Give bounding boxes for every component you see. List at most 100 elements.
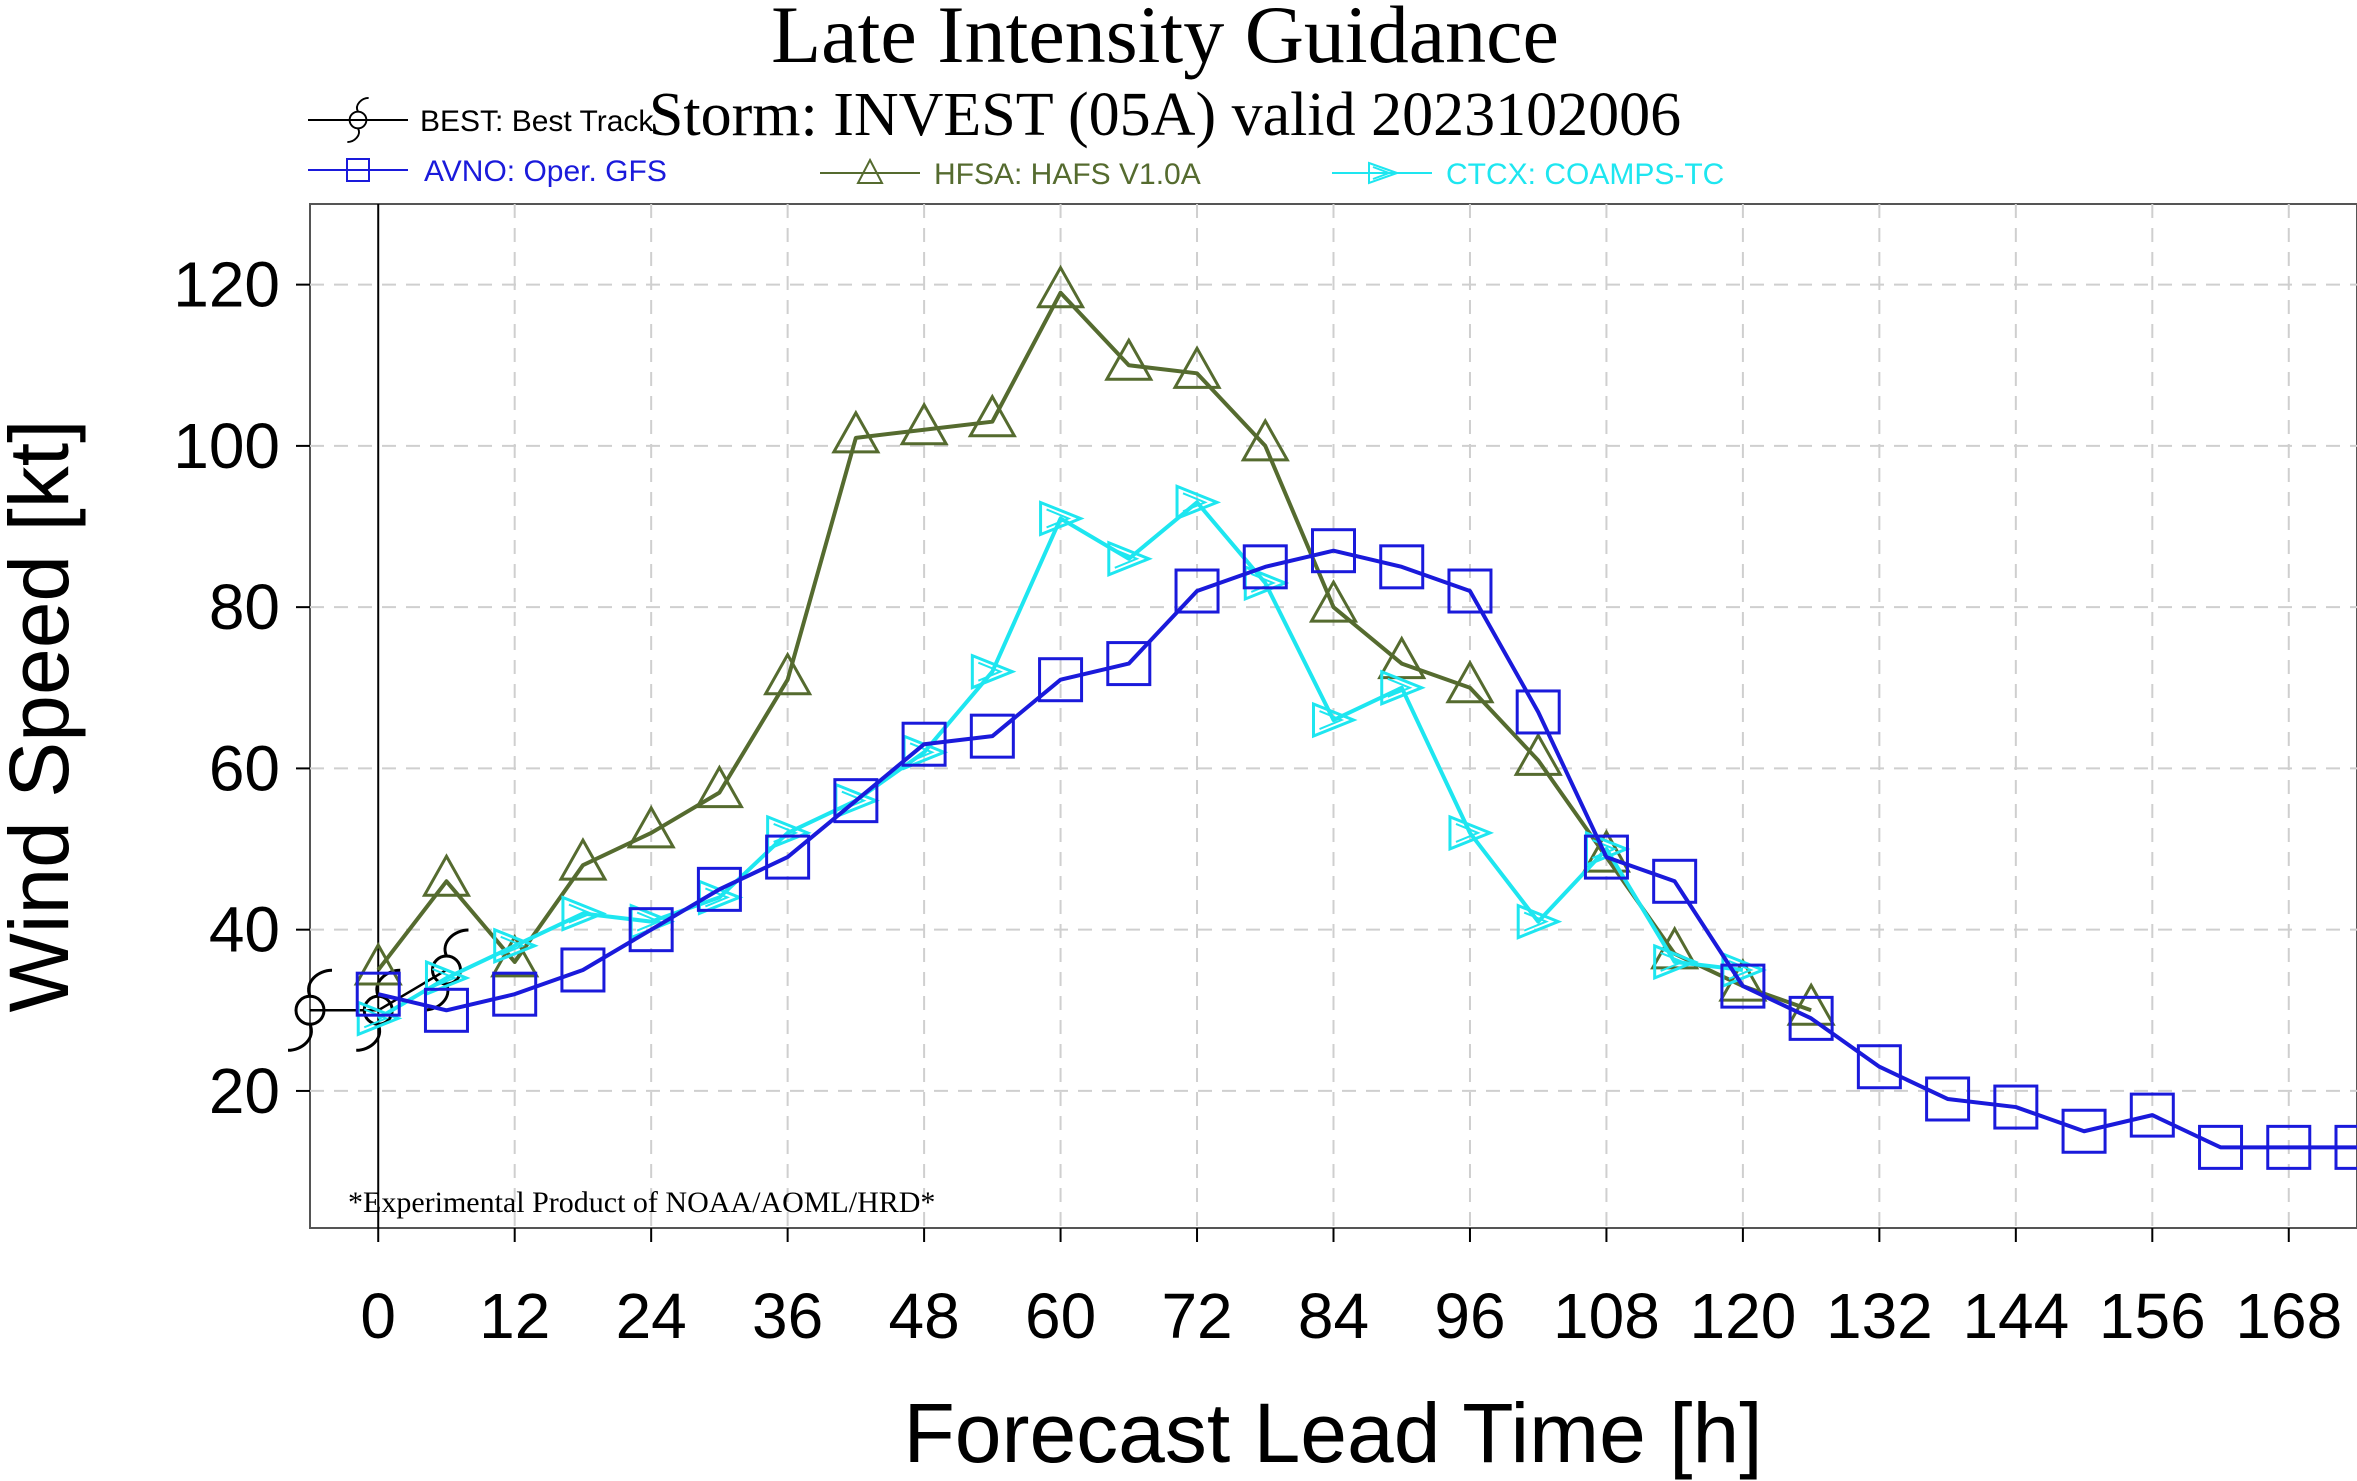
legend-label-best: BEST: Best Track: [420, 105, 654, 138]
series-line-hfsa: [376, 290, 1812, 1013]
triangle-marker: [490, 933, 540, 978]
x-tick-label: 0: [360, 1280, 396, 1352]
legend: BEST: Best Track AVNO: Oper. GFS HFSA: H…: [308, 97, 1724, 191]
square-marker: [1720, 963, 1766, 1009]
x-axis-ticks: 0 12 24 36 48 60 72 84 96 108 120 132 144 156 168: [360, 1228, 2342, 1352]
y-tick-label: 40: [209, 894, 280, 966]
y-tick-label: 100: [173, 410, 280, 482]
triangle-marker: [1786, 982, 1836, 1026]
arrow-marker: [1653, 943, 1699, 981]
square-marker: [2129, 1092, 2175, 1138]
arrow-marker: [1107, 540, 1153, 577]
square-marker: [1106, 641, 1152, 687]
x-tick-label: 108: [1553, 1280, 1660, 1352]
square-marker: [1788, 995, 1834, 1041]
square-marker: [1379, 544, 1425, 590]
x-tick-label: 132: [1826, 1280, 1933, 1352]
square-marker: [492, 971, 538, 1017]
x-tick-label: 168: [2235, 1280, 2342, 1352]
x-tick-label: 144: [1962, 1280, 2069, 1352]
x-tick-label: 60: [1025, 1280, 1096, 1352]
square-marker: [1925, 1076, 1971, 1122]
footnote: *Experimental Product of NOAA/AOML/HRD*: [348, 1186, 935, 1219]
triangle-marker: [1240, 417, 1290, 462]
triangle-marker: [831, 409, 881, 454]
grid: [310, 204, 2357, 1228]
arrow-marker: [1039, 500, 1085, 537]
y-tick-label: 80: [209, 571, 280, 643]
arrow-marker: [1448, 814, 1495, 852]
triangle-marker: [1718, 958, 1768, 1002]
arrow-marker: [970, 653, 1017, 690]
square-marker: [1993, 1084, 2039, 1130]
y-tick-label: 60: [209, 732, 280, 804]
triangle-marker: [1445, 659, 1495, 704]
triangle-marker: [1172, 345, 1222, 389]
x-tick-label: 36: [752, 1280, 823, 1352]
x-tick-label: 156: [2099, 1280, 2206, 1352]
triangle-marker: [1035, 264, 1086, 309]
square-marker: [2266, 1124, 2312, 1170]
square-marker: [423, 987, 469, 1033]
triangle-marker: [626, 804, 676, 849]
x-tick-label: 12: [479, 1280, 550, 1352]
arrow-marker: [493, 927, 539, 965]
arrow-marker: [424, 959, 471, 997]
legend-item-ctcx: CTCX: COAMPS-TC: [1332, 158, 1724, 191]
square-marker: [1447, 568, 1493, 614]
series-avno: [355, 528, 2357, 1170]
arrow-marker: [1380, 669, 1426, 706]
x-axis-label: Forecast Lead Time [h]: [903, 1386, 1762, 1480]
square-marker: [1652, 858, 1698, 904]
triangle-marker: [1104, 337, 1154, 381]
square-marker: [2198, 1124, 2244, 1170]
square-marker: [355, 971, 401, 1017]
square-marker: [765, 834, 811, 880]
series-line-avno: [377, 548, 2357, 1150]
arrow-marker: [1175, 484, 1222, 521]
series-best: [287, 928, 469, 1052]
square-marker: [1856, 1044, 1902, 1090]
series: [287, 264, 2357, 1170]
triangle-marker: [558, 837, 608, 881]
series-hfsa: [353, 264, 1836, 1026]
legend-label-hfsa: HFSA: HAFS V1.0A: [934, 158, 1201, 191]
square-marker: [2334, 1124, 2357, 1170]
arrow-triangle-icon: [1368, 161, 1400, 185]
triangle-marker: [763, 651, 813, 696]
triangle-marker: [1377, 635, 1427, 680]
square-marker: [696, 866, 742, 912]
x-tick-label: 24: [616, 1280, 687, 1352]
square-marker: [1583, 834, 1629, 880]
triangle-marker: [1513, 732, 1563, 776]
triangle-marker: [1308, 579, 1359, 623]
square-marker: [1311, 528, 1356, 574]
x-tick-label: 96: [1434, 1280, 1505, 1352]
hurricane-icon: [347, 97, 369, 143]
square-marker: [1174, 568, 1220, 614]
square-marker: [901, 721, 947, 767]
square-marker: [833, 778, 879, 824]
y-axis-ticks: 20 40 60 80 100 120: [173, 249, 310, 1127]
chart-title: Late Intensity Guidance: [771, 0, 1559, 80]
y-tick-label: 20: [209, 1055, 280, 1127]
arrow-marker: [561, 895, 607, 932]
square-marker: [1515, 689, 1561, 735]
arrow-marker: [766, 814, 812, 852]
triangle-marker: [694, 764, 744, 809]
square-icon: [346, 158, 370, 182]
arrow-marker: [1516, 903, 1563, 940]
triangle-marker: [353, 941, 403, 986]
triangle-icon: [856, 157, 884, 184]
square-marker: [628, 907, 674, 953]
x-tick-label: 48: [889, 1280, 960, 1352]
chart-subtitle: Storm: INVEST (05A) valid 2023102006: [649, 81, 1681, 149]
square-marker: [1242, 544, 1288, 590]
x-tick-label: 72: [1161, 1280, 1232, 1352]
legend-item-avno: AVNO: Oper. GFS: [308, 155, 667, 188]
hurricane-marker: [287, 968, 333, 1052]
arrow-marker: [356, 1000, 403, 1037]
legend-item-best: BEST: Best Track: [308, 97, 654, 143]
triangle-marker: [967, 393, 1017, 438]
x-tick-label: 120: [1690, 1280, 1797, 1352]
